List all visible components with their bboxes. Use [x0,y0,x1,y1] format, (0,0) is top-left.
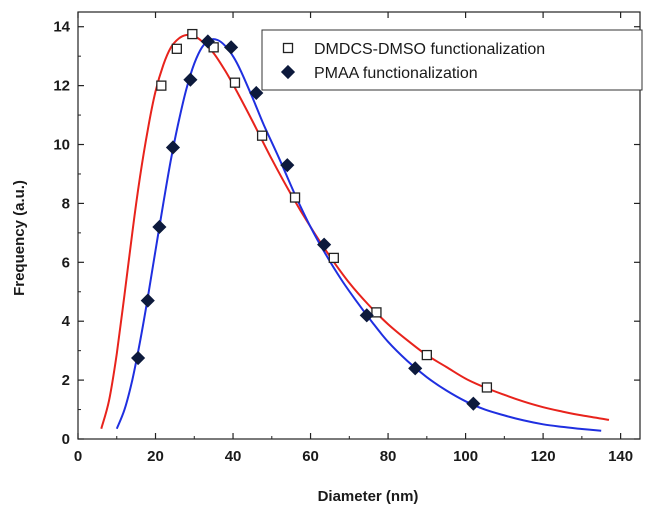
data-point-series-0 [156,80,167,91]
data-point-series-1 [131,350,146,366]
y-tick-label: 10 [53,137,70,154]
data-point-series-0 [421,349,432,361]
fit-curve-series-0 [100,33,610,429]
y-axis-title: Frequency (a.u.) [11,180,28,296]
plot-border [77,11,641,440]
y-tick-label: 4 [62,313,71,330]
data-point-series-0 [371,307,382,318]
fit-curves [100,33,610,432]
data-point-series-1 [280,158,295,173]
x-tick-label: 20 [147,448,164,465]
legend-marker-series-1 [280,64,296,80]
y-axis: 0 2 4 6 8 10 12 14 [53,19,640,448]
data-point-series-1 [200,34,215,49]
x-axis-title: Diameter (nm) [318,488,419,505]
data-point-series-1 [140,293,155,308]
data-point-series-0 [187,28,198,40]
data-point-series-1 [466,396,481,411]
data-point-series-1 [224,40,239,55]
data-markers [131,28,493,411]
x-tick-label: 140 [608,448,633,465]
legend-marker-series-0 [282,42,294,54]
data-point-series-0 [208,42,219,53]
y-tick-label: 2 [62,372,70,389]
legend-label-series-0: DMDCS-DMSO functionalization [314,41,545,58]
legend-label-series-1: PMAA functionalization [314,65,478,82]
data-point-series-0 [229,77,241,88]
fit-curve-series-1 [115,38,602,432]
data-point-series-1 [317,237,332,252]
y-tick-label: 0 [62,431,70,448]
data-point-series-1 [165,140,181,155]
data-point-series-0 [256,130,268,141]
data-point-series-1 [183,72,198,87]
x-tick-label: 40 [225,448,242,465]
x-tick-label: 0 [74,448,82,465]
data-point-series-0 [481,382,493,393]
x-tick-label: 100 [453,448,478,465]
plot-frame [77,11,641,440]
y-tick-label: 12 [53,78,70,95]
legend-box [261,29,643,91]
data-point-series-0 [289,192,301,203]
y-tick-label: 8 [62,195,70,212]
x-tick-label: 80 [380,448,397,465]
data-point-series-1 [249,85,264,101]
x-tick-label: 60 [302,448,319,465]
x-axis: 0 20 40 60 80 100 120 140 [74,12,633,465]
y-tick-label: 14 [53,19,70,36]
legend: DMDCS-DMSO functionalization PMAA functio… [261,29,643,91]
data-point-series-0 [171,43,182,54]
data-point-series-1 [408,361,423,376]
data-point-series-1 [359,308,374,323]
data-point-series-0 [328,252,339,264]
x-tick-label: 120 [531,448,556,465]
data-point-series-1 [152,219,167,235]
y-tick-label: 6 [62,254,70,271]
